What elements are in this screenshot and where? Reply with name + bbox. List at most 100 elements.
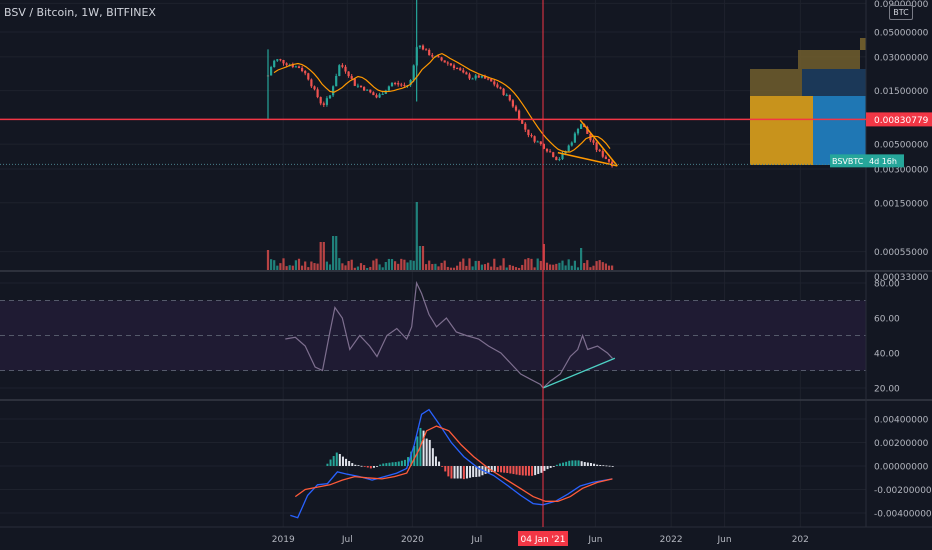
volume-bar [347,261,350,270]
candle-body [480,75,483,78]
time-tick-label: 2020 [401,535,424,545]
volume-bar [576,267,580,270]
candle-body [319,97,322,104]
currency-button[interactable]: BTC [889,5,913,20]
volume-bar [555,263,558,270]
candle-body [400,84,403,86]
macd-signal-line [294,425,613,502]
candle-body [580,124,583,129]
macd-histogram-bar [332,456,335,466]
candle-body [536,141,539,143]
volume-bar [505,267,508,270]
candle-body [307,73,310,80]
candle-body [567,145,570,152]
candle-body [607,158,611,162]
candle-body [530,135,533,137]
rsi-tick-label: 20.00 [874,385,900,395]
volume-bar [276,265,279,270]
time-axis[interactable]: 2019 Jul 2020 Jul 04 Jan '21 Jun 2022 Jun 202 [272,531,809,546]
volume-bar [313,263,316,270]
price-tick-label: 0.03000000 [874,53,929,63]
volume-bar [421,246,425,270]
macd-histogram-bar [562,462,565,466]
macd-line [290,408,613,519]
macd-histogram-bar [593,463,596,466]
volume-bar [418,246,421,270]
candle-body [341,65,344,67]
candle-body [409,80,412,86]
volume-bar [580,248,583,270]
volume-bar [428,260,431,270]
macd-histogram-bar [434,456,437,466]
candle-body [552,152,555,158]
macd-histogram-bar [596,464,599,466]
macd-histogram-bar [400,460,403,466]
position-tool[interactable] [750,38,866,165]
volume-bar [400,258,403,270]
macd-histogram-bar [388,462,391,466]
macd-histogram-bar [338,454,341,466]
macd-histogram-bar [438,461,441,466]
volume-bar [282,258,285,270]
volume-bar [369,266,372,270]
candle-body [353,78,356,86]
candle-body [425,49,428,51]
macd-histogram-bar [357,465,360,466]
candle-body [570,142,573,146]
macd-histogram-bar [558,463,561,466]
macd-histogram-bar [385,463,388,466]
candle-body [328,95,332,99]
time-tick-label: Jun [587,535,602,545]
candle-body [558,159,561,161]
price-tick-label: 0.00500000 [874,141,929,151]
candle-body [270,67,273,76]
volume-bar [474,260,477,270]
macd-tick-label: -0.00200000 [874,486,932,496]
volume-bar [536,258,539,270]
candle-body [586,127,589,134]
volume-bar [573,260,576,270]
macd-histogram-bar [509,466,512,474]
candle-body [592,140,595,143]
candle-body [428,49,431,56]
volume-bar [558,262,561,270]
macd-histogram-bar [469,466,472,478]
crosshair-date-bg [518,531,568,546]
candle-body [335,76,338,87]
macd-histogram-bar [549,466,552,468]
candle-body [375,95,378,98]
wedge-pattern[interactable] [557,119,618,167]
macd-histogram-bar [456,466,459,479]
volume-bar [561,260,564,270]
macd-histogram-bar [493,466,496,472]
candle-body [372,92,375,96]
volume-bar [483,264,487,270]
candle-body [294,66,297,68]
volume-bar [381,267,384,270]
macd-histogram-bar [586,462,589,466]
macd-histogram-bar [472,466,475,478]
macd-histogram-bar [503,466,506,473]
volume-bar [539,260,542,270]
volume-bar [316,263,319,270]
candle-body [555,157,558,161]
price-axis[interactable]: 0.09000000 0.05000000 0.03000000 0.01500000… [830,0,932,520]
candle-body [344,66,347,72]
volume-bar [511,265,514,270]
volume-bar [487,262,490,270]
candle-body [521,119,524,124]
rsi-tick-label: 80.00 [874,280,900,290]
candle-body [297,66,301,68]
candle-body [462,70,465,73]
candle-body [322,103,325,105]
candle-body [604,156,607,159]
candle-body [338,65,341,77]
symbol-title[interactable]: BSV / Bitcoin, 1W, BITFINEX [4,6,156,19]
macd-histogram-bar [527,466,530,476]
volume-bar [434,263,437,270]
volume-bar [332,236,335,270]
volume-bar [592,265,595,270]
moving-average [273,52,611,153]
pane-dividers[interactable] [0,0,932,528]
